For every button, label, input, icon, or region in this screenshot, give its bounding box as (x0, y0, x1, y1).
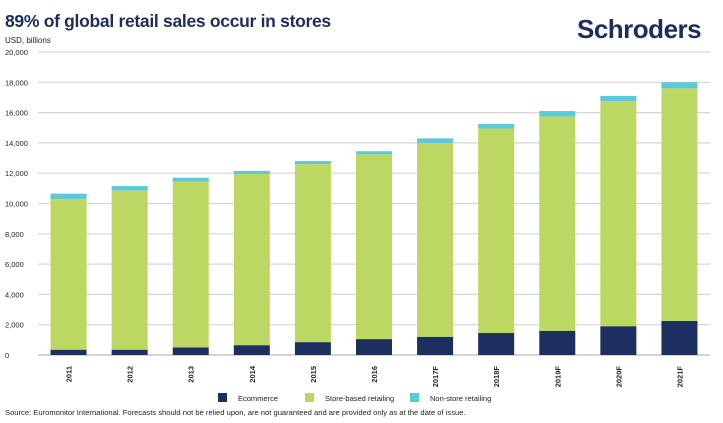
x-tick-label: 2018F (492, 366, 501, 388)
bar-store-based-retailing-2021F (661, 88, 698, 321)
bar-ecommerce-2021F (661, 320, 698, 355)
y-axis-label: USD, billions (5, 36, 51, 45)
legend-swatch (305, 393, 314, 402)
x-tick-label: 2015 (309, 366, 318, 383)
source-note: Source: Euromonitor International. Forec… (5, 408, 466, 417)
bar-ecommerce-2014 (233, 345, 270, 355)
bar-non-store-retailing-2018F (478, 123, 515, 129)
bar-non-store-retailing-2020F (600, 95, 637, 102)
bar-ecommerce-2016 (356, 339, 392, 355)
bar-ecommerce-2013 (172, 347, 209, 355)
bar-store-based-retailing-2017F (417, 142, 454, 337)
x-tick-label: 2012 (126, 366, 135, 383)
x-tick-label: 2011 (65, 366, 74, 382)
chart-title: 89% of global retail sales occur in stor… (5, 11, 331, 31)
legend-label: Ecommerce (238, 394, 278, 403)
bar-store-based-retailing-2019F (539, 116, 576, 331)
y-tick-label: 14,000 (5, 139, 28, 148)
y-tick-label: 0 (5, 351, 9, 360)
bar-non-store-retailing-2021F (661, 82, 698, 89)
bar-non-store-retailing-2012 (111, 186, 148, 191)
x-tick-label: 2013 (187, 366, 196, 383)
y-tick-label: 16,000 (5, 109, 28, 118)
bar-ecommerce-2015 (294, 342, 331, 355)
bar-non-store-retailing-2016 (356, 151, 392, 155)
y-tick-label: 10,000 (5, 200, 28, 209)
x-tick-label: 2014 (248, 365, 257, 383)
bar-non-store-retailing-2019F (539, 111, 576, 117)
legend-label: Store-based retailing (325, 394, 394, 403)
bar-store-based-retailing-2014 (233, 173, 270, 346)
y-tick-label: 20,000 (5, 48, 28, 57)
x-tick-label: 2021F (675, 366, 684, 388)
y-tick-label: 18,000 (5, 78, 28, 87)
bar-non-store-retailing-2017F (417, 138, 454, 143)
schroders-logo: Schroders (577, 14, 702, 44)
x-tick-label: 2016 (370, 366, 379, 383)
bar-ecommerce-2012 (111, 349, 148, 355)
bar-store-based-retailing-2020F (600, 101, 637, 327)
bar-store-based-retailing-2013 (172, 181, 209, 348)
bar-store-based-retailing-2015 (294, 164, 331, 343)
bar-ecommerce-2017F (417, 336, 454, 355)
bar-non-store-retailing-2011 (50, 193, 87, 199)
bar-ecommerce-2019F (539, 330, 576, 355)
bar-ecommerce-2020F (600, 326, 637, 355)
bar-ecommerce-2018F (478, 333, 515, 355)
y-tick-label: 12,000 (5, 169, 28, 178)
y-tick-label: 4,000 (5, 290, 24, 299)
legend-swatch (410, 393, 419, 402)
x-tick-label: 2019F (553, 366, 562, 388)
legend-label: Non-store retailing (430, 394, 491, 403)
y-tick-label: 8,000 (5, 230, 24, 239)
bar-store-based-retailing-2018F (478, 128, 515, 334)
bar-store-based-retailing-2012 (111, 190, 148, 350)
bar-store-based-retailing-2016 (356, 154, 392, 340)
y-tick-label: 6,000 (5, 260, 24, 269)
x-tick-label: 2020F (614, 366, 623, 388)
bar-non-store-retailing-2013 (172, 177, 209, 182)
x-tick-label: 2017F (431, 366, 440, 388)
bar-ecommerce-2011 (50, 349, 87, 355)
y-tick-label: 2,000 (5, 321, 24, 330)
bar-non-store-retailing-2014 (233, 170, 270, 174)
legend-swatch (218, 393, 227, 402)
bar-non-store-retailing-2015 (294, 161, 331, 165)
bar-store-based-retailing-2011 (50, 198, 87, 350)
